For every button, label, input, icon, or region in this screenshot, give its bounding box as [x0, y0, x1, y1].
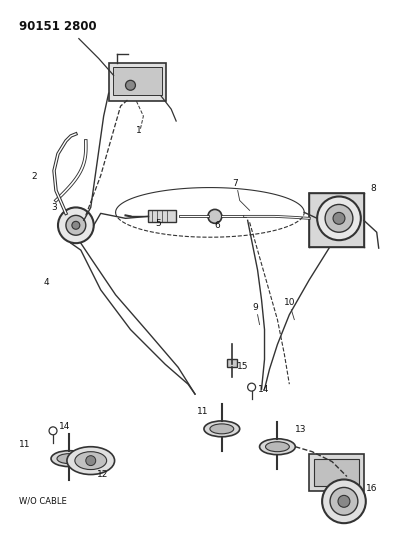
Ellipse shape	[322, 480, 366, 523]
Ellipse shape	[330, 488, 358, 515]
Text: 14: 14	[59, 422, 71, 431]
Ellipse shape	[57, 454, 81, 464]
FancyBboxPatch shape	[113, 67, 162, 95]
Text: 5: 5	[155, 219, 161, 228]
Ellipse shape	[210, 424, 234, 434]
Ellipse shape	[338, 495, 350, 507]
Ellipse shape	[67, 447, 115, 474]
Text: 13: 13	[295, 425, 307, 434]
Text: 7: 7	[232, 179, 238, 188]
Text: 2: 2	[31, 172, 37, 181]
FancyBboxPatch shape	[149, 211, 176, 222]
Ellipse shape	[325, 205, 353, 232]
Text: 4: 4	[43, 278, 49, 287]
Ellipse shape	[333, 212, 345, 224]
Ellipse shape	[317, 197, 361, 240]
Ellipse shape	[66, 215, 86, 235]
FancyBboxPatch shape	[309, 192, 364, 247]
FancyBboxPatch shape	[227, 359, 237, 367]
Text: 90151 2800: 90151 2800	[19, 20, 97, 33]
FancyBboxPatch shape	[309, 454, 364, 491]
Text: 1: 1	[136, 126, 141, 135]
Text: 12: 12	[97, 470, 108, 479]
Ellipse shape	[260, 439, 295, 455]
Text: 11: 11	[19, 440, 31, 449]
Text: W/O CABLE: W/O CABLE	[19, 496, 67, 505]
Text: 15: 15	[237, 362, 248, 372]
Ellipse shape	[58, 207, 94, 243]
Text: 14: 14	[258, 385, 269, 394]
Ellipse shape	[72, 221, 80, 229]
FancyBboxPatch shape	[314, 458, 359, 487]
FancyBboxPatch shape	[109, 63, 166, 101]
Text: 16: 16	[366, 484, 377, 494]
Ellipse shape	[208, 209, 222, 223]
Text: 10: 10	[284, 298, 296, 306]
Text: 9: 9	[253, 303, 258, 312]
Ellipse shape	[86, 456, 96, 466]
Text: 3: 3	[51, 204, 57, 212]
Text: 8: 8	[371, 183, 377, 192]
Ellipse shape	[126, 80, 136, 90]
Ellipse shape	[204, 421, 240, 437]
Text: 11: 11	[197, 407, 208, 416]
Text: 6: 6	[215, 221, 221, 230]
Ellipse shape	[51, 451, 87, 466]
Ellipse shape	[266, 442, 289, 451]
Ellipse shape	[75, 451, 107, 470]
